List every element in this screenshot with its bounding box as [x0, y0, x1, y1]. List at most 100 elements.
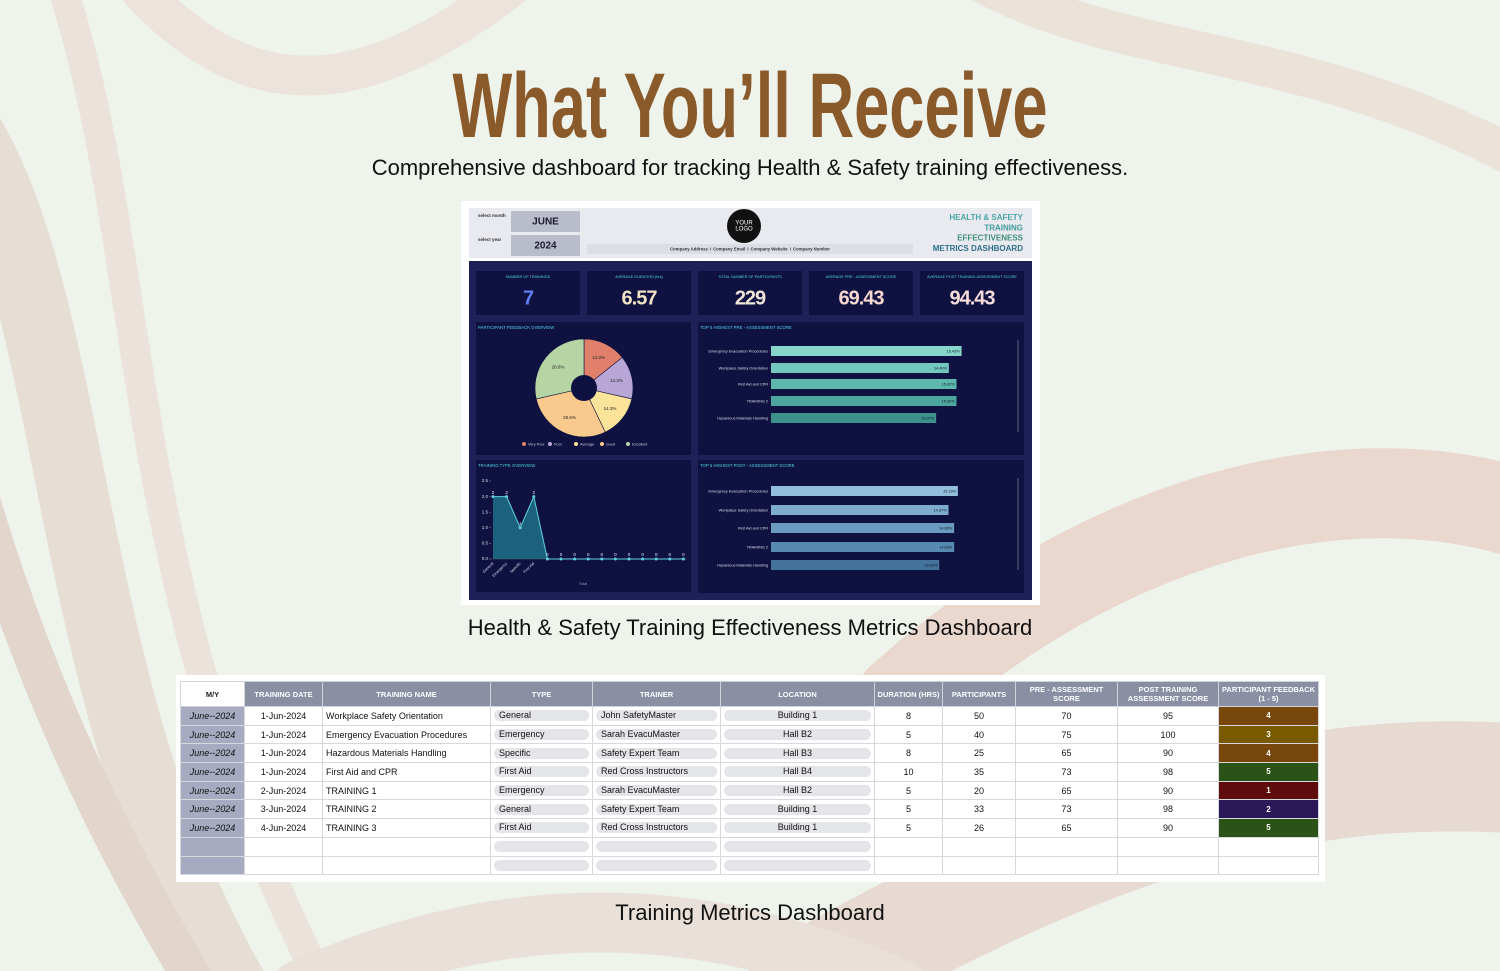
line-point	[532, 495, 536, 499]
table-cell: 4-Jun-2024	[244, 818, 323, 838]
bar-category-label: First Aid and CPR	[738, 526, 768, 530]
title-area: What You’ll Receive	[453, 60, 1048, 150]
month-value: JUNE	[532, 217, 559, 228]
logo-text: YOUR	[735, 221, 753, 227]
table-cell: 70	[1015, 706, 1118, 726]
y-tick-label: 2.5	[482, 478, 489, 483]
training-table: M/Y TRAINING DATE TRAINING NAME TYPE TRAINER…	[180, 681, 1319, 876]
bar-category-label: Emergency Evacuation Procedures	[708, 489, 768, 493]
table-cell: 2-Jun-2024	[244, 780, 323, 801]
line-point	[654, 557, 658, 561]
bar-value-label: 15.13%	[943, 489, 957, 493]
table-row: June--2024 4-Jun-2024 TRAINING 3 First Aid R…	[180, 818, 1319, 838]
table-cell: 33	[942, 799, 1016, 820]
table-cell	[244, 836, 323, 857]
line-area	[493, 496, 684, 559]
table-preview: M/Y TRAINING DATE TRAINING NAME TYPE TRAINER…	[176, 675, 1325, 882]
cell-pill	[724, 841, 871, 853]
table-cell: Sarah EvacuMaster	[592, 780, 721, 801]
table-cell: 5	[874, 724, 943, 745]
table-cell: Emergency	[490, 724, 593, 745]
table-cell	[322, 855, 491, 876]
cell-pill	[494, 859, 589, 871]
table-cell	[942, 836, 1016, 857]
kpi-value: 7	[523, 287, 534, 309]
cell-pill: Emergency	[494, 785, 589, 797]
column-header: M/Y	[180, 681, 245, 707]
table-cell: Hall B3	[720, 743, 875, 764]
subtitle: Comprehensive dashboard for tracking Hea…	[371, 155, 1129, 180]
table-cell: Hazardous Materials Handling	[322, 743, 491, 764]
line-point	[559, 557, 563, 561]
chart-title: TRAINING TYPE OVERVIEW	[478, 463, 536, 468]
table-cell: TRAINING 3	[322, 818, 491, 838]
kpi-card	[809, 271, 913, 315]
table-cell: John SafetyMaster	[592, 706, 721, 726]
chart-title: TOP 5 HIGHEST PRE - ASSESSMENT SCORE	[700, 325, 792, 330]
bar-value-label: 14.83%	[939, 526, 953, 530]
line-point	[613, 557, 617, 561]
dashboard-title-line: TRAINING	[984, 223, 1023, 232]
table-cell: 100	[1117, 724, 1219, 745]
legend-label: Poor	[554, 442, 563, 446]
point-label: 1	[519, 521, 522, 526]
table-cell: 73	[1015, 799, 1118, 820]
table-cell	[490, 836, 593, 857]
y-tick-label: 0.5	[482, 541, 489, 546]
kpi-card	[698, 271, 802, 315]
select-year-label: select year	[478, 237, 502, 242]
cell-pill	[596, 859, 717, 871]
table-cell: First Aid and CPR	[322, 762, 491, 782]
table-cell: 8	[874, 706, 943, 726]
bar-value-label: 14.40%	[934, 366, 948, 370]
feedback-cell	[1218, 855, 1319, 876]
header-row: M/Y TRAINING DATE TRAINING NAME TYPE TRAINER…	[180, 681, 1319, 707]
kpi-label: AVERAGE POST TRAINING ASSESSMENT SCORE	[927, 275, 1017, 279]
table-cell: 1-Jun-2024	[244, 743, 323, 764]
bar-category-label: First Aid and CPR	[738, 382, 768, 386]
point-label: 0	[628, 552, 631, 557]
column-header: TRAINER	[592, 681, 721, 707]
bar-value-label: 15.02%	[942, 382, 956, 386]
column-header: PARTICIPANTS	[942, 681, 1016, 707]
pie-value-label: 28.6%	[552, 364, 565, 369]
table-cell: June--2024	[180, 780, 245, 801]
table-cell	[942, 855, 1016, 876]
table-cell: 90	[1117, 780, 1219, 801]
company-item: Company Website	[751, 247, 789, 252]
table-cell: June--2024	[180, 706, 245, 726]
cell-pill: Safety Expert Team	[596, 747, 717, 759]
cell-pill: First Aid	[494, 766, 589, 778]
company-separator: I	[710, 247, 711, 252]
point-label: 0	[601, 552, 604, 557]
line-point	[491, 495, 495, 499]
cell-pill: First Aid	[494, 822, 589, 834]
column-header: TRAINING NAME	[322, 681, 491, 707]
cell-pill: Hall B4	[724, 766, 871, 778]
point-label: 0	[682, 552, 685, 557]
feedback-cell	[1218, 836, 1319, 857]
kpi-value: 69.43	[838, 287, 884, 309]
table-cell: 3-Jun-2024	[244, 799, 323, 820]
x-axis-label: Total	[579, 581, 588, 586]
column-header: TRAINING DATE	[244, 681, 323, 707]
line-point	[627, 557, 631, 561]
cell-pill: Hall B2	[724, 785, 871, 797]
company-separator: I	[790, 247, 791, 252]
table-cell: June--2024	[180, 762, 245, 782]
table-cell: June--2024	[180, 799, 245, 820]
table-cell: Red Cross Instructors	[592, 762, 721, 782]
cell-pill: Building 1	[724, 803, 871, 815]
company-bar	[587, 244, 913, 254]
pie-hole	[571, 375, 597, 401]
y-tick-label: 2.0	[482, 494, 489, 499]
table-cell: TRAINING 1	[322, 780, 491, 801]
table-cell: Hall B2	[720, 724, 875, 745]
bar	[771, 363, 949, 373]
table-cell	[180, 836, 245, 857]
month-box	[511, 211, 580, 232]
table-cell: 65	[1015, 818, 1118, 838]
year-box	[511, 235, 580, 256]
company-info: Company Address I Company Email I Company We…	[670, 247, 830, 252]
